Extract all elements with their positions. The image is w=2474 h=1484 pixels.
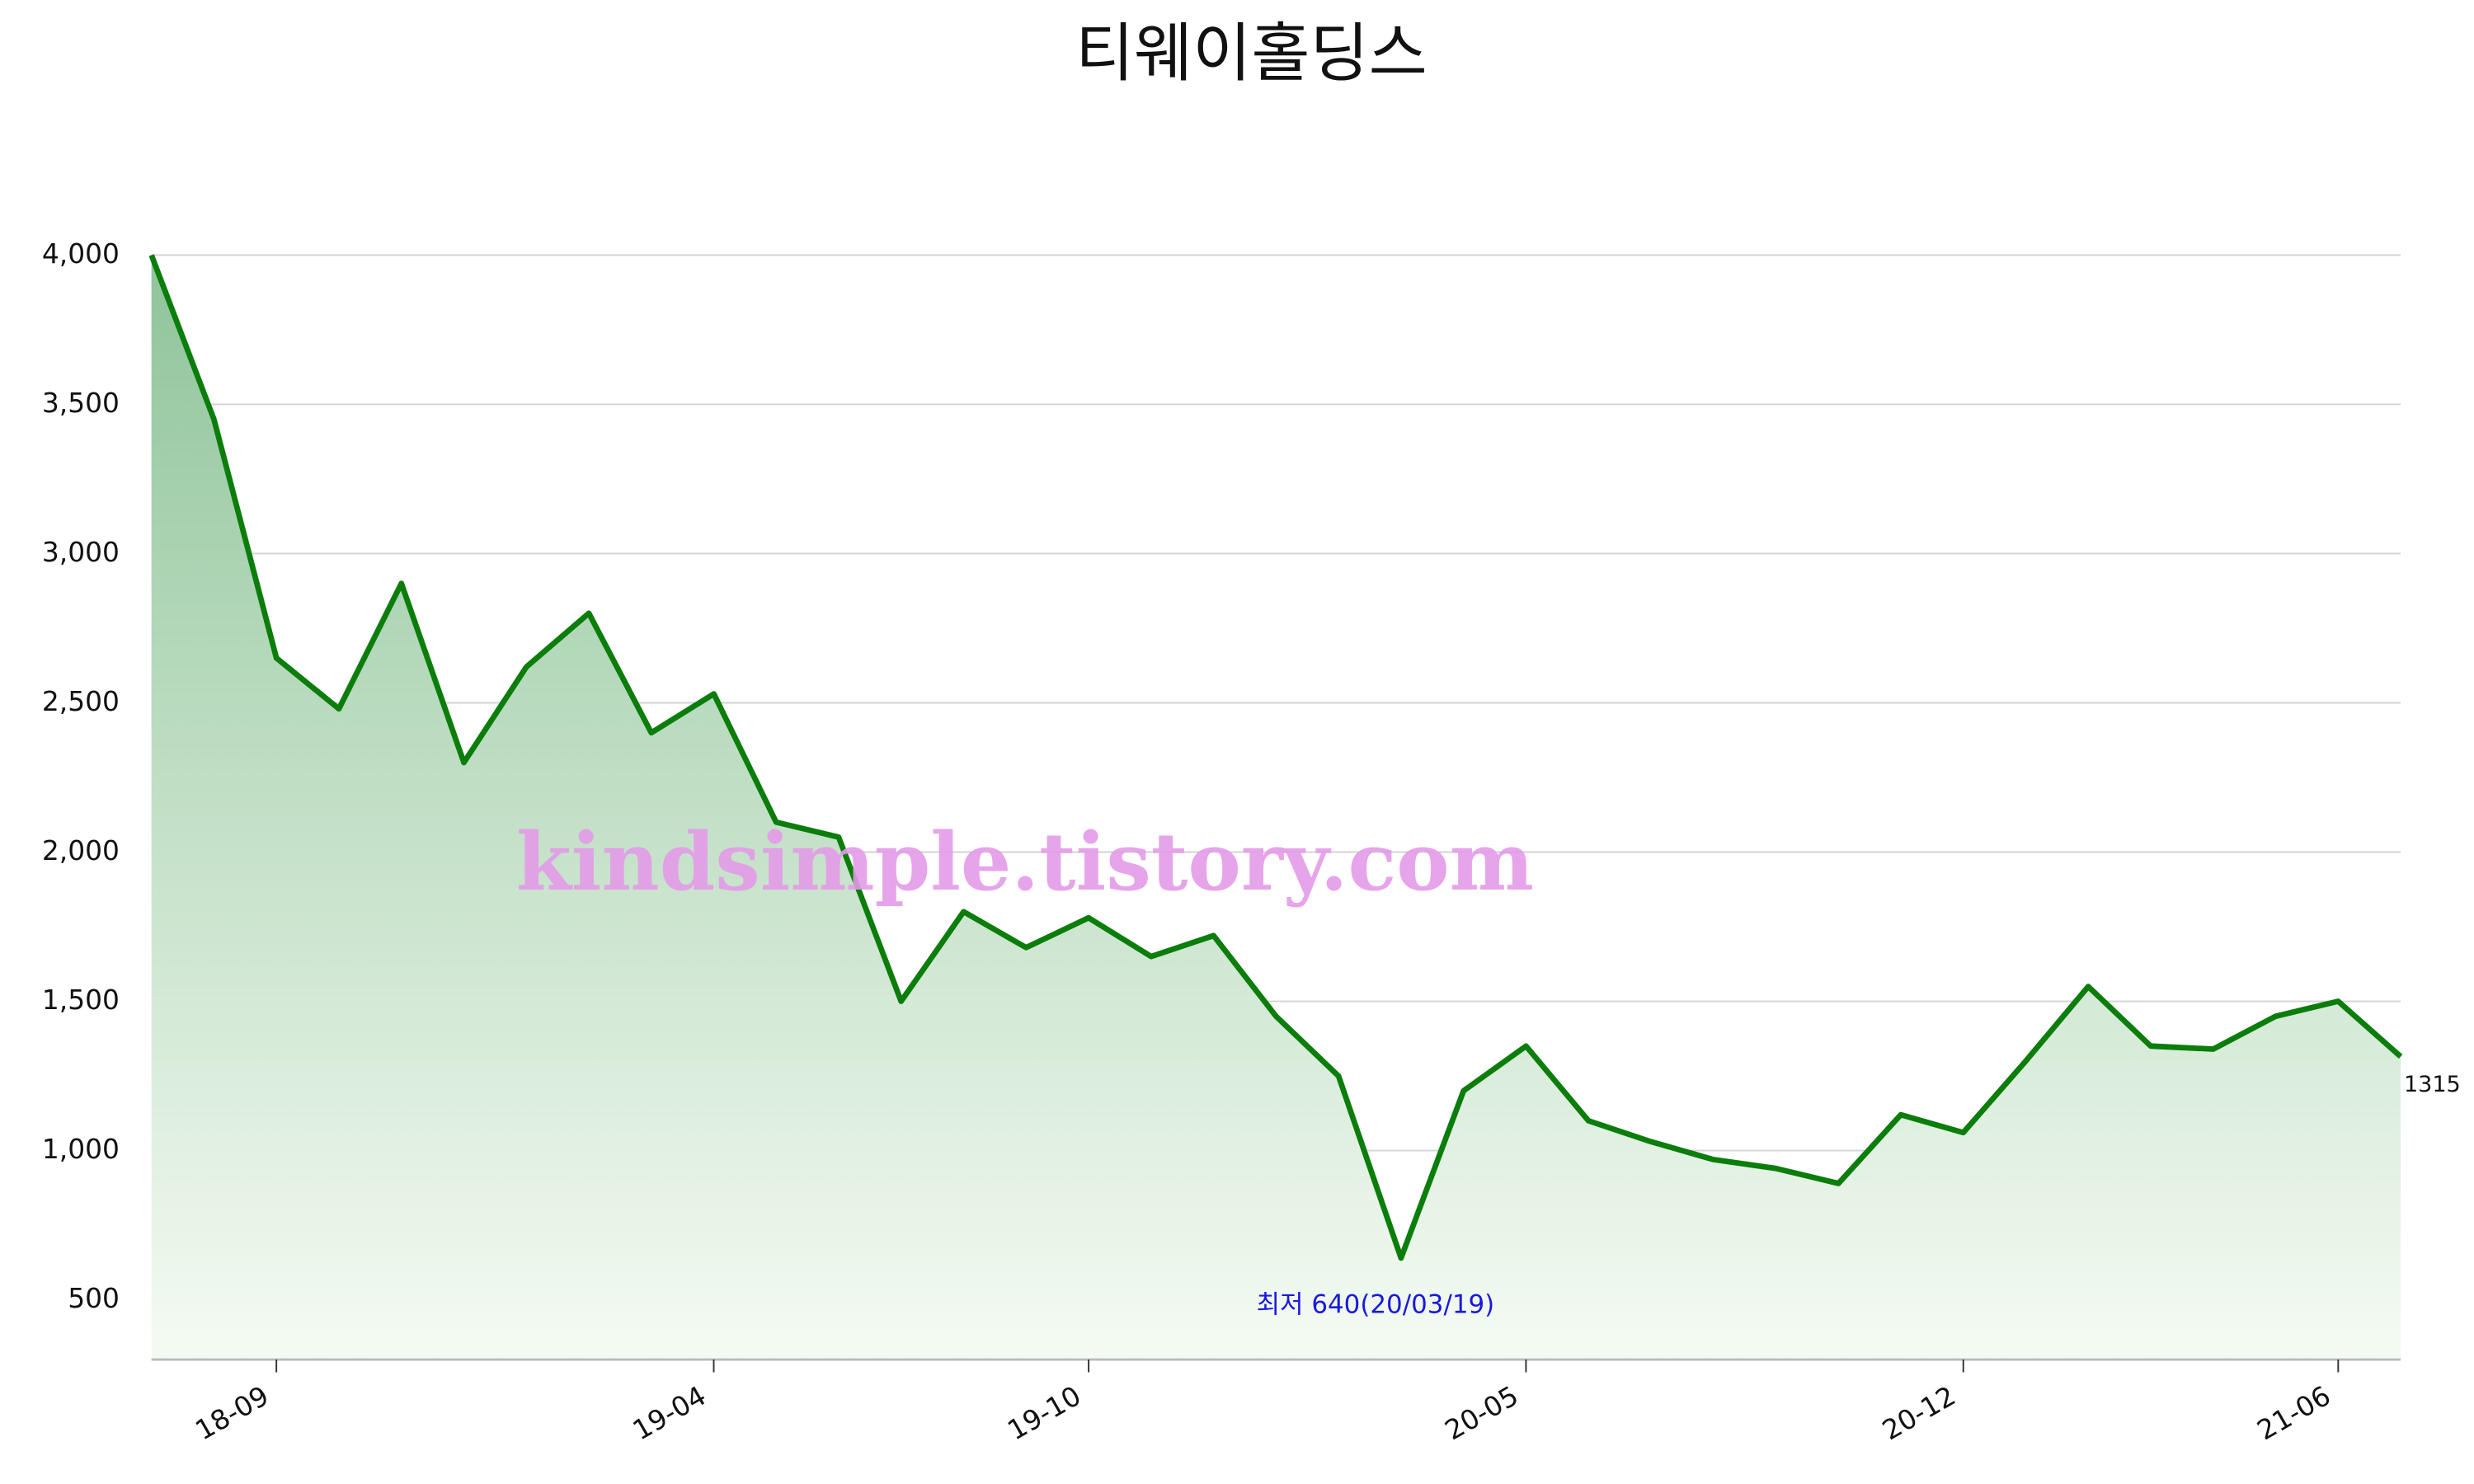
y-tick-label: 4,000 [42, 237, 120, 270]
y-tick-label: 500 [68, 1282, 120, 1314]
line [148, 254, 2403, 1261]
y-tick-label: 2,000 [42, 834, 120, 866]
area [151, 255, 2401, 1360]
y-tick-label: 3,000 [42, 536, 120, 568]
watermark: kindsimple.tistory.com [516, 815, 1534, 909]
y-tick-label: 3,500 [42, 387, 120, 419]
x-tick-label: 20-12 [1877, 1379, 1961, 1447]
y-tick-label: 2,500 [42, 685, 120, 717]
x-tick-label: 19-10 [1002, 1379, 1086, 1447]
value-label: 1315 [2404, 1072, 2461, 1097]
y-tick-label: 1,000 [42, 1133, 120, 1165]
x-tick-label: 21-06 [2251, 1379, 2335, 1447]
x-tick-label: 20-05 [1439, 1379, 1523, 1447]
chart-title: 티웨이홀딩스 [1075, 16, 1427, 91]
annotation: 최저 640(20/03/19) [1257, 1289, 1495, 1319]
x-tick-label: 18-09 [190, 1379, 274, 1447]
y-tick-label: 1,500 [42, 984, 120, 1016]
x-tick-label: 19-04 [627, 1379, 711, 1447]
